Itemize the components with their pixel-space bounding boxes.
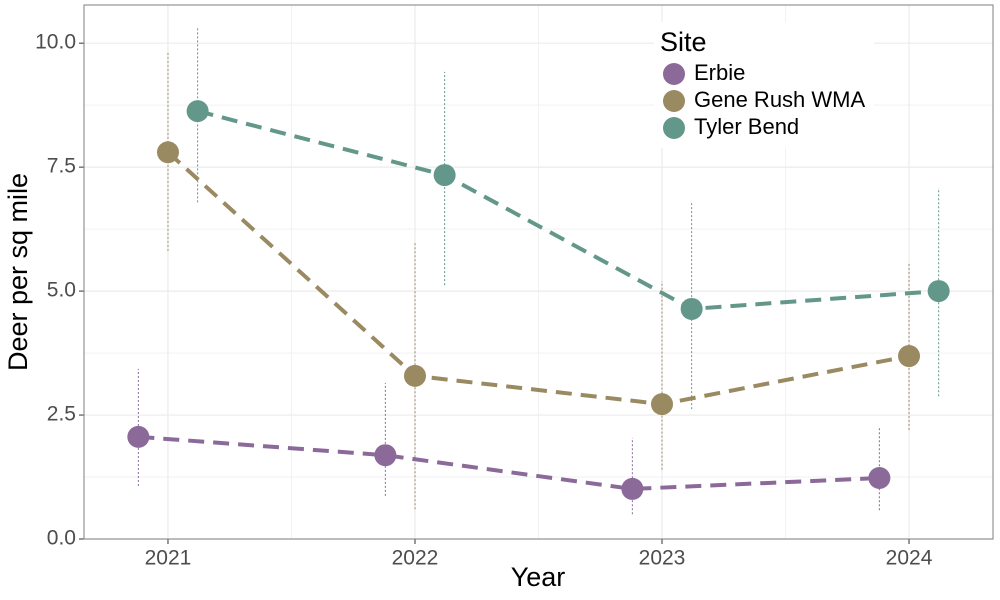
point [156, 141, 179, 164]
y-tick-label: 2.5 [47, 403, 76, 426]
x-tick-label: 2021 [145, 547, 192, 570]
point [927, 280, 950, 303]
x-axis-title: Year [511, 562, 566, 592]
point [374, 444, 397, 467]
legend-marker [663, 90, 685, 112]
legend-label: Tyler Bend [694, 114, 799, 139]
x-tick-label: 2022 [392, 547, 439, 570]
series-line [138, 434, 880, 491]
x-tick-label: 2024 [886, 547, 933, 570]
y-tick-label: 10.0 [35, 31, 76, 54]
legend-marker [663, 117, 685, 139]
point [186, 100, 209, 123]
legend-label: Erbie [694, 60, 745, 85]
point [898, 345, 921, 368]
point [680, 297, 703, 320]
y-tick-label: 7.5 [47, 155, 76, 178]
series-line [166, 150, 910, 407]
y-tick-label: 5.0 [47, 279, 76, 302]
point [433, 164, 456, 187]
legend-background [654, 22, 874, 148]
y-axis-title: Deer per sq mile [3, 173, 33, 371]
x-tick-label: 2023 [639, 547, 686, 570]
y-tick-label: 0.0 [47, 527, 76, 550]
series-line [197, 109, 939, 311]
point [651, 393, 674, 416]
legend-marker [663, 63, 685, 85]
point [403, 364, 426, 387]
legend-label: Gene Rush WMA [694, 87, 865, 112]
legend-title: Site [660, 27, 707, 57]
point [127, 425, 150, 448]
point [621, 477, 644, 500]
point [868, 467, 891, 490]
plot-border [83, 4, 994, 540]
